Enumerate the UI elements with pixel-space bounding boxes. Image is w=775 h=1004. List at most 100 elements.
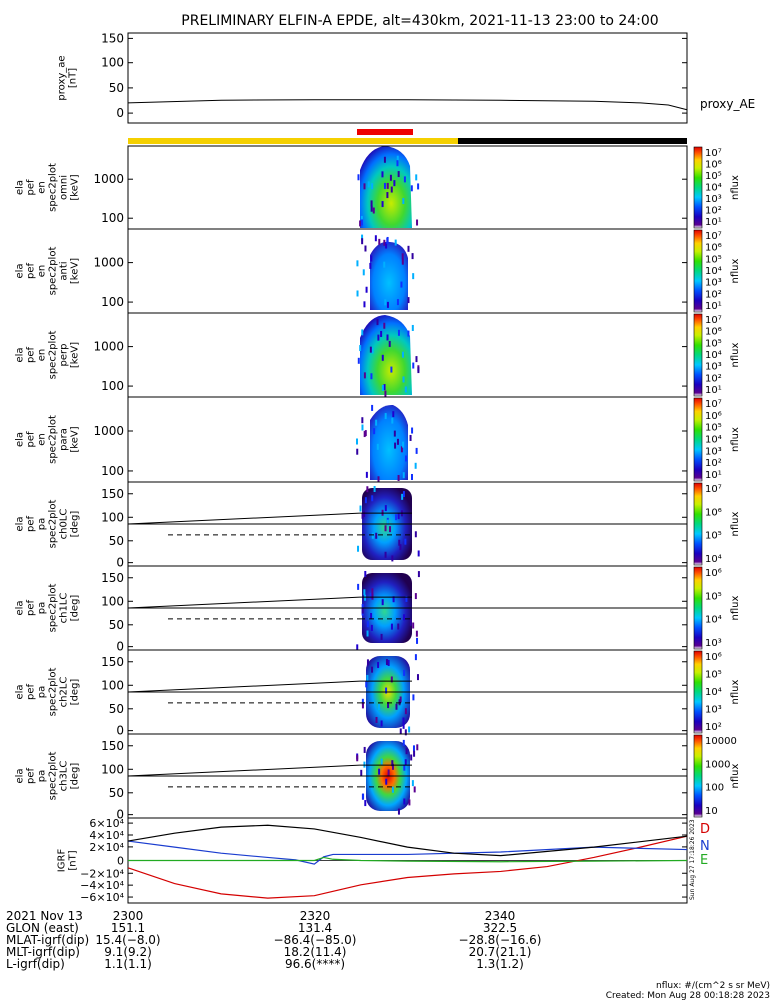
colorbar-5-tick: 10⁶ (705, 507, 722, 518)
colorbar-3-tick: 10⁴ (705, 350, 722, 361)
colorbar-3-tick: 10² (705, 373, 722, 384)
speckle (383, 156, 386, 163)
speckle (417, 550, 420, 557)
speckle (386, 519, 389, 526)
panel-0-ylabel-line: proxy_ae (57, 55, 68, 100)
speckle (384, 390, 387, 397)
colorbar-7-tick: 10⁶ (705, 652, 722, 663)
colorbar-2-tick: 10⁷ (705, 231, 722, 242)
panel-6-ytick-label: 50 (109, 618, 124, 632)
noise-speckles (356, 155, 420, 815)
colorbar-3-tick: 10⁷ (705, 315, 722, 326)
panel-6-ytick-label: 100 (101, 594, 124, 608)
speckle (374, 235, 377, 242)
panel-6-ytick-label: 150 (101, 571, 124, 585)
speckle (362, 510, 365, 517)
colorbar-3-tick: 10⁶ (705, 327, 722, 338)
panel-9-ytick-label: 4×10⁴ (89, 829, 124, 842)
units-note: nflux: #/(cm^2 s sr MeV) (656, 981, 770, 991)
panel-0-ytick-label: 150 (101, 31, 124, 45)
panel-7-ylabel-line: pa (37, 686, 48, 698)
panel-2-ytick-label: 100 (101, 295, 124, 309)
loss-cone-lines (127, 512, 687, 788)
colorbar-6-tick: 10⁴ (705, 615, 722, 626)
panel-1-ylabel-line: ela (15, 180, 26, 195)
speckle (383, 384, 386, 391)
colorbar-8-tick: 100 (705, 783, 724, 794)
panel-3-ylabel-line: perp (59, 344, 70, 367)
panel-6-ytick-label: 0 (116, 640, 124, 654)
igrf-series (127, 824, 688, 899)
speckle (356, 755, 359, 762)
panel-9-ylabel-line: [nT] (68, 850, 79, 870)
panel-0-ytick-label: 0 (116, 106, 124, 120)
created-stamp: Created: Mon Aug 28 00:18:28 2023 (606, 991, 770, 1000)
colorbar-6-tick: 10³ (705, 638, 722, 649)
colorbar-7-tick: 10³ (705, 705, 722, 716)
speckle (380, 633, 383, 640)
speckle (407, 297, 410, 304)
speckle (387, 769, 390, 776)
speckle (362, 793, 365, 800)
panel-0-ylabel-line: [nT] (68, 68, 79, 88)
speckle (415, 630, 418, 637)
speckle (403, 176, 406, 183)
panel-8-ylabel-line: ela (15, 768, 26, 783)
speckle (389, 174, 392, 181)
speckle (395, 703, 398, 710)
speckle (377, 661, 380, 668)
colorbar-4-unit: nflux (730, 427, 741, 452)
speckle (380, 758, 383, 765)
speckle (416, 744, 419, 751)
panel-5-ylabel-line: pa (37, 518, 48, 530)
speckle (370, 624, 373, 631)
speckle (361, 234, 364, 241)
pa-lc-upper (127, 764, 361, 777)
speckle (366, 486, 369, 493)
panel-5-ylabel-line: [deg] (70, 511, 81, 538)
panel-8-ytick-label: 150 (101, 739, 124, 753)
colorbar-3-tick: 10¹ (705, 385, 722, 396)
speckle (397, 513, 400, 520)
speckle (378, 238, 381, 245)
panel-2-ylabel-line: ela (15, 263, 26, 278)
panel-5-ylabel-line: ela (15, 516, 26, 531)
colorbar-5-tick: 10⁷ (705, 484, 722, 495)
footer-row-value: 2320 (300, 909, 331, 923)
speckle (387, 659, 390, 666)
panel-4-ylabel-line: para (59, 428, 70, 451)
speckle (414, 462, 417, 469)
colorbar-4-tick: 10² (705, 458, 722, 469)
para-spectrogram (370, 404, 408, 480)
speckle (356, 290, 359, 297)
speckle (403, 669, 406, 676)
colorbar-1-unit: nflux (730, 175, 741, 200)
speckle (407, 330, 410, 337)
speckle (412, 273, 415, 280)
footer-row-value: 20.7(21.1) (469, 945, 532, 959)
speckle (365, 471, 368, 478)
speckle (414, 531, 417, 538)
colorbar-4-tick: 10¹ (705, 470, 722, 481)
speckle (378, 768, 381, 775)
speckle (385, 687, 388, 694)
footer-row-label: L-igrf(dip) (6, 957, 65, 971)
speckle (359, 505, 362, 512)
panel-8-ytick-label: 100 (101, 762, 124, 776)
panel-1-ytick-label: 1000 (93, 172, 124, 186)
speckle (388, 340, 391, 347)
colorbar-2-tick: 10² (705, 289, 722, 300)
speckle (383, 182, 386, 189)
speckle (366, 659, 369, 666)
speckle (395, 514, 398, 521)
speckle (398, 539, 401, 546)
speckle (402, 472, 405, 479)
speckle (371, 588, 374, 595)
panel-1-ylabel-line: spec2plot (48, 163, 59, 212)
speckle (387, 702, 390, 709)
speckle (407, 245, 410, 252)
panel-9-ytick-label: −6×10⁴ (80, 891, 124, 904)
speckle (371, 183, 374, 190)
panel-1-ytick-label: 100 (101, 211, 124, 225)
panel-7-ytick-label: 100 (101, 678, 124, 692)
